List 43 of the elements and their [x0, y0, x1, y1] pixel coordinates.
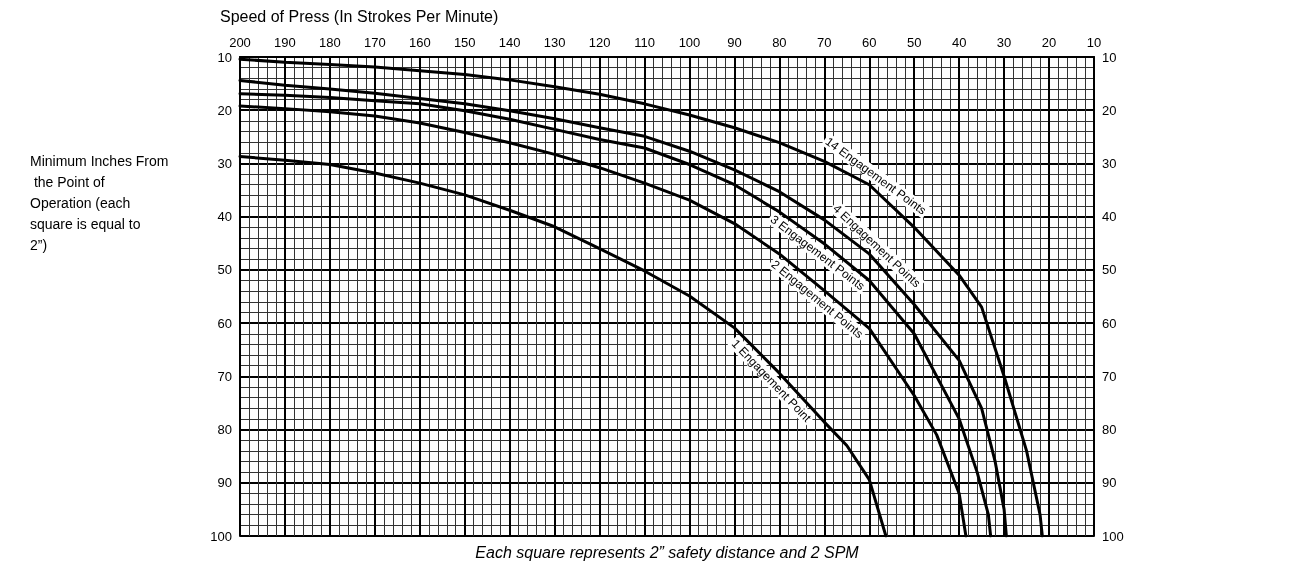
y2-tick-label: 90 — [1102, 475, 1117, 491]
y2-tick-label: 10 — [1102, 49, 1117, 65]
y-tick-label: 60 — [217, 315, 232, 331]
y-tick-label: 100 — [210, 528, 232, 544]
y-tick-label: 90 — [217, 475, 232, 491]
x-tick-label: 110 — [634, 35, 655, 50]
x-tick-label: 20 — [1041, 35, 1057, 50]
y2-tick-label: 70 — [1102, 368, 1117, 384]
y-tick-label: 70 — [217, 368, 232, 384]
text: Each square represents 2” safety distance and 2 SPM — [475, 543, 860, 561]
y2-tick-label: 80 — [1102, 422, 1117, 438]
x-tick-label: 200 — [229, 35, 251, 50]
y2-tick-label: 20 — [1102, 102, 1117, 118]
x-tick-label: 130 — [543, 35, 566, 50]
y-tick-label: 40 — [217, 209, 232, 225]
x-tick-label: 60 — [862, 35, 877, 50]
y-tick-label: 20 — [217, 102, 232, 118]
x-tick-label: 70 — [817, 35, 832, 50]
y-axis-title: Minimum Inches From the Point of Operation (each square is equal to 2”) — [30, 152, 169, 253]
x-tick-label: 160 — [408, 35, 431, 50]
x-tick-label: 80 — [772, 35, 787, 50]
x-tick-label: 180 — [319, 35, 341, 50]
x-tick-label: 10 — [1086, 35, 1102, 50]
y-tick-label: 80 — [217, 422, 232, 438]
y-tick-label: 30 — [217, 155, 232, 171]
y2-tick-label: 30 — [1102, 155, 1117, 171]
y-tick-label: 50 — [217, 262, 232, 278]
y2-tick-label: 40 — [1102, 209, 1117, 225]
x-tick-label: 140 — [498, 35, 521, 50]
x-axis-title: Speed of Press (In Strokes Per Minute) — [220, 7, 499, 25]
y-tick-label: 10 — [217, 49, 232, 65]
x-tick-label: 190 — [274, 35, 296, 50]
y2-tick-label: 100 — [1102, 528, 1124, 544]
x-tick-label: 100 — [678, 35, 701, 50]
y2-tick-label: 60 — [1102, 315, 1117, 331]
x-tick-label: 170 — [363, 35, 386, 50]
x-tick-label: 150 — [453, 35, 476, 50]
x-tick-label: 50 — [906, 35, 922, 50]
x-tick-label: 90 — [727, 35, 742, 50]
x-tick-label: 120 — [588, 35, 611, 50]
x-tick-label: 40 — [951, 35, 967, 50]
y2-tick-label: 50 — [1102, 262, 1117, 278]
x-tick-label: 30 — [996, 35, 1012, 50]
